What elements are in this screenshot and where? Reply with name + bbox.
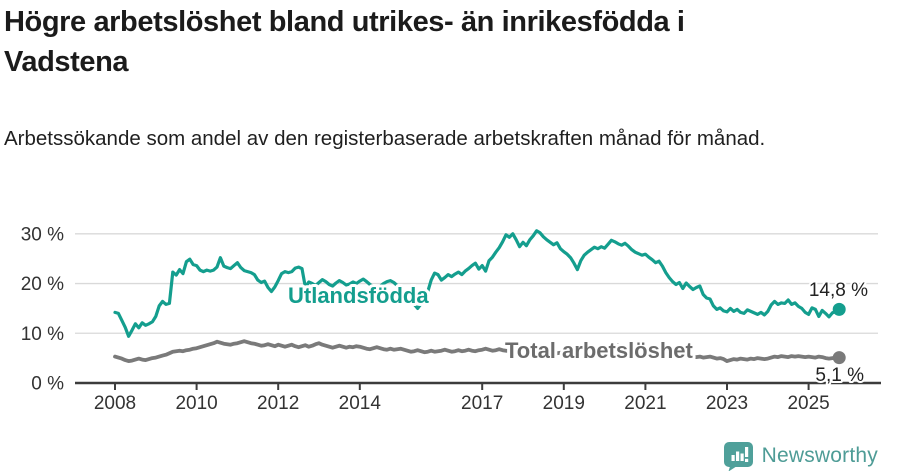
- x-tick-label-2008: 2008: [94, 393, 136, 414]
- chart-subtitle: Arbetssökande som andel av den registerb…: [4, 127, 766, 150]
- x-tick-label-2023: 2023: [706, 393, 748, 414]
- y-tick-label-0: 0 %: [31, 374, 64, 395]
- x-tick-label-2014: 2014: [339, 393, 382, 414]
- x-tick-label-2025: 2025: [787, 393, 829, 414]
- exclamation-bar: [744, 447, 748, 457]
- utlandsf-dda-end-dot: [832, 302, 846, 316]
- utlandsf-dda-label: Utlandsfödda: [288, 283, 429, 308]
- line-chart: 0 % 10 % 20 % 30 % 2008 2010 2012 2014 2017 2019 2…: [0, 195, 900, 445]
- chart-title: Högre arbetslöshet bland utrikes- än inr…: [4, 6, 685, 78]
- total-arbetsl-shet-end-value-label: 5,1 %: [815, 365, 864, 386]
- bar-1: [731, 455, 735, 461]
- x-tick-label-2021: 2021: [624, 393, 666, 414]
- total-arbetsl-shet-end-dot: [832, 351, 846, 365]
- exclamation-dot: [744, 458, 748, 462]
- x-tick-label-2010: 2010: [175, 393, 217, 414]
- total-arbetsl-shet-label: Total arbetslöshet: [505, 338, 694, 363]
- line-chart-canvas: 0 % 10 % 20 % 30 % 2008 2010 2012 2014 2017 2019 2…: [21, 224, 881, 414]
- x-tick-label-2017: 2017: [461, 393, 503, 414]
- y-tick-label-10: 10 %: [21, 324, 64, 345]
- chart-header: Högre arbetslöshet bland utrikes- än inr…: [4, 2, 864, 156]
- newsworthy-logo[interactable]: Newsworthy: [723, 440, 878, 471]
- utlandsf-dda-end-value-label: 14,8 %: [809, 280, 868, 301]
- newsworthy-logo-text: Newsworthy: [761, 443, 878, 467]
- x-tick-label-2012: 2012: [257, 393, 299, 414]
- x-tick-label-2019: 2019: [543, 393, 585, 414]
- total-arbetsl-shet-line: [113, 339, 842, 364]
- bar-2: [735, 451, 739, 461]
- y-tick-label-20: 20 %: [21, 274, 64, 295]
- bar-3: [740, 453, 744, 461]
- utlandsf-dda-line: [113, 229, 841, 338]
- newsworthy-bar-chart-bubble-icon: [723, 442, 753, 471]
- y-tick-label-30: 30 %: [21, 224, 64, 245]
